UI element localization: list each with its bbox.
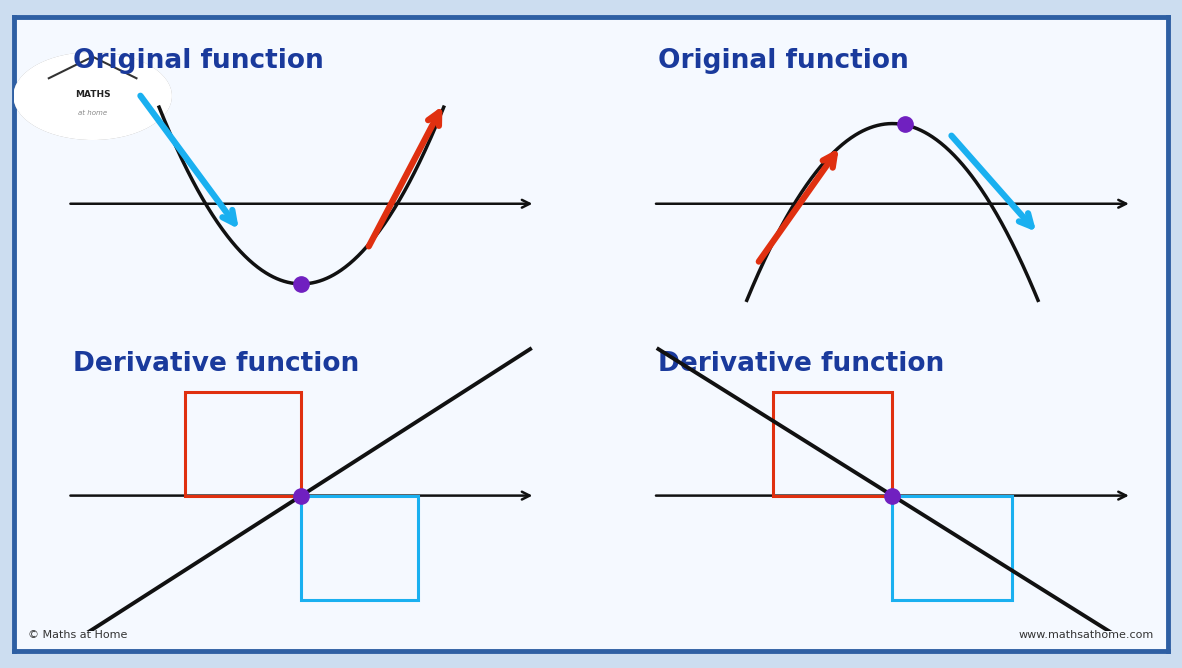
Text: Derivative function: Derivative function (658, 351, 944, 377)
Bar (773, 391, 892, 496)
Bar (184, 391, 301, 496)
Text: Original function: Original function (72, 49, 324, 74)
Text: at home: at home (78, 110, 108, 116)
Text: Original function: Original function (658, 49, 909, 74)
Text: Derivative function: Derivative function (72, 351, 359, 377)
Bar (892, 496, 1012, 600)
Text: www.mathsathome.com: www.mathsathome.com (1019, 630, 1154, 640)
Circle shape (14, 53, 171, 139)
Bar (301, 496, 418, 600)
Text: © Maths at Home: © Maths at Home (28, 630, 128, 640)
Text: MATHS: MATHS (74, 90, 110, 99)
